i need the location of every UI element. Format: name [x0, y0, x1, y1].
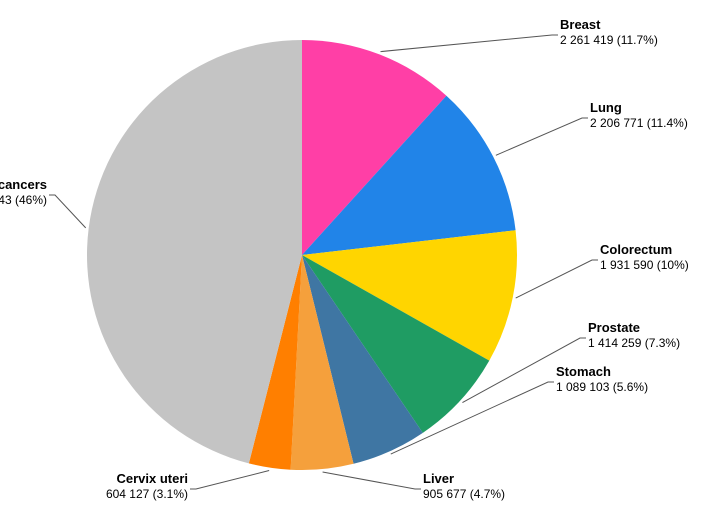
slice-label-value: 604 127 (3.1%) [106, 487, 188, 501]
slice-label-name: Lung [590, 100, 622, 115]
slice-label-value: 2 206 771 (11.4%) [590, 116, 688, 130]
slice-label-value: 1 089 103 (5.6%) [556, 380, 648, 394]
slice-label-value: 905 677 (4.7%) [423, 487, 505, 501]
slice-label-name: Cervix uteri [116, 471, 188, 486]
slice-label-name: Other cancers [0, 177, 47, 192]
slice-label-name: Prostate [588, 320, 640, 335]
slice-label-name: Liver [423, 471, 454, 486]
slice-label-value: 1 931 590 (10%) [600, 258, 689, 272]
slice-label-value: 2 261 419 (11.7%) [560, 33, 658, 47]
slice-label-value: 1 414 259 (7.3%) [588, 336, 680, 350]
slice-label-name: Colorectum [600, 242, 672, 257]
slice-label-name: Breast [560, 17, 601, 32]
pie-chart: Breast2 261 419 (11.7%) Lung2 206 771 (11… [0, 0, 728, 514]
slice-label-value: 8 879 843 (46%) [0, 193, 47, 207]
slice-label-name: Stomach [556, 364, 611, 379]
